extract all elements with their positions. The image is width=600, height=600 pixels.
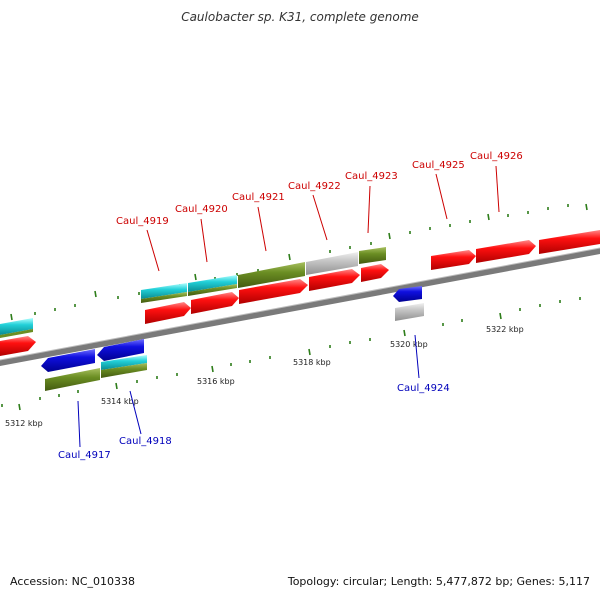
gene-arrow-caul-4922 [309, 269, 360, 291]
gene-arrow-caul-4921 [239, 279, 308, 304]
feature-lanes [0, 247, 424, 391]
gene-arrow-caul-4918 [97, 339, 144, 361]
gene-arrow-caul-4925 [431, 250, 476, 270]
gene-label-caul-4920[interactable]: Caul_4920 [175, 204, 228, 215]
gene-arrow-left-edge [0, 336, 36, 356]
gene-arrow-right-edge [539, 230, 600, 254]
genome-backbone [0, 248, 600, 366]
lower-tick-row [1, 297, 581, 411]
accession-text: Accession: NC_010338 [10, 575, 136, 588]
gene-label-caul-4922[interactable]: Caul_4922 [288, 181, 341, 192]
upper-tick-row [10, 203, 588, 321]
gene-arrow-caul-4917 [41, 349, 95, 372]
ruler-label-5316: 5316 kbp [197, 377, 235, 386]
gene-arrow-caul-4919 [145, 302, 191, 324]
gene-label-caul-4921[interactable]: Caul_4921 [232, 192, 285, 203]
gene-arrow-caul-4920 [191, 292, 239, 314]
gene-label-caul-4917[interactable]: Caul_4917 [58, 450, 111, 461]
ruler-label-5314: 5314 kbp [101, 397, 139, 406]
gene-label-caul-4924[interactable]: Caul_4924 [397, 383, 450, 394]
gene-label-caul-4925[interactable]: Caul_4925 [412, 160, 465, 171]
ruler-label-5312: 5312 kbp [5, 419, 43, 428]
forward-gene-arrows[interactable] [0, 230, 600, 356]
gene-label-caul-4919[interactable]: Caul_4919 [116, 216, 169, 227]
gene-arrow-caul-4924 [393, 286, 422, 302]
gene-label-caul-4918[interactable]: Caul_4918 [119, 436, 172, 447]
reverse-gene-arrows[interactable] [41, 286, 422, 372]
ruler-label-5318: 5318 kbp [293, 358, 331, 367]
ruler-label-5320: 5320 kbp [390, 340, 428, 349]
gene-arrow-caul-4926 [476, 240, 536, 263]
gene-label-caul-4923[interactable]: Caul_4923 [345, 171, 398, 182]
ruler-label-5322: 5322 kbp [486, 325, 524, 334]
genome-stats-text: Topology: circular; Length: 5,477,872 bp… [287, 575, 590, 588]
forward-label-leaders [146, 165, 500, 272]
gene-arrow-caul-4923 [361, 264, 389, 282]
gene-label-caul-4926[interactable]: Caul_4926 [470, 151, 523, 162]
reverse-label-leaders [77, 334, 420, 448]
map-title: Caulobacter sp. K31, complete genome [181, 10, 419, 24]
